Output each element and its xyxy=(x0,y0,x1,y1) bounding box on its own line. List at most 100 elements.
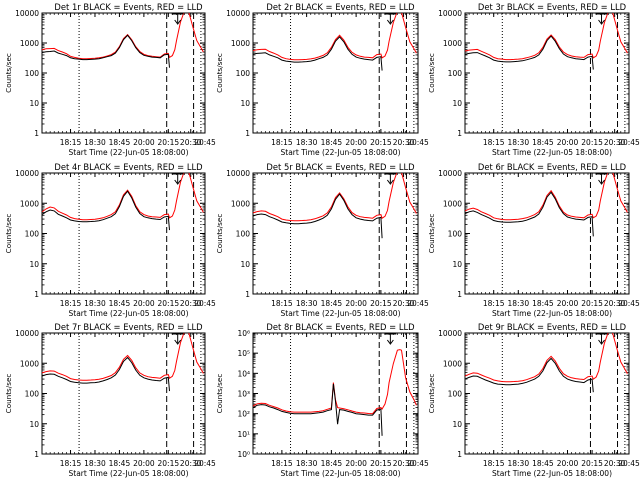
y-tick-label: 10³ xyxy=(237,390,250,399)
series-events-line xyxy=(465,191,594,237)
y-tick-label: 10⁶ xyxy=(237,329,250,338)
series-events-line xyxy=(465,35,594,70)
arrow-head xyxy=(174,179,182,185)
x-axis-label: Start Time (22-Jun-05 18:08:00) xyxy=(281,309,401,318)
y-tick-label: 100 xyxy=(448,230,463,239)
detector-panel-2: Det 2r BLACK = Events, RED = LLD 1 10 100 10… xyxy=(215,2,429,157)
x-tick-label: 20:45 xyxy=(194,459,216,468)
x-tick-label: 20:15 xyxy=(581,459,603,468)
detector-panel-7: Det 7r BLACK = Events, RED = LLD 1 10 100 10… xyxy=(4,322,216,478)
y-tick-label: 1 xyxy=(245,129,250,138)
y-axis-label: Counts/sec xyxy=(4,53,13,93)
detector-panel-9: Det 9r BLACK = Events, RED = LLD 1 10 100 10… xyxy=(427,322,640,478)
y-tick-label: 10000 xyxy=(15,329,39,338)
y-axis: 1 10 100 1000 10000 xyxy=(15,329,205,459)
panel-title: Det 1r BLACK = Events, RED = LLD xyxy=(54,2,202,12)
y-tick-label: 1 xyxy=(34,129,39,138)
y-tick-label: 100 xyxy=(448,390,463,399)
x-tick-label: 18:45 xyxy=(532,459,554,468)
x-tick-label: 20:45 xyxy=(407,299,429,308)
y-tick-label: 10000 xyxy=(438,9,462,18)
x-tick-label: 20:00 xyxy=(345,138,367,147)
x-tick-label: 20:30 xyxy=(604,299,626,308)
x-tick-label: 20:45 xyxy=(407,138,429,147)
x-tick-label: 18:30 xyxy=(296,138,318,147)
x-tick-label: 20:00 xyxy=(133,459,155,468)
x-tick-label: 20:15 xyxy=(370,138,392,147)
y-tick-label: 1000 xyxy=(20,359,39,368)
panel-title: Det 3r BLACK = Events, RED = LLD xyxy=(478,2,626,12)
plot-frame xyxy=(464,332,630,455)
y-tick-label: 100 xyxy=(25,390,40,399)
y-axis: 1 10 100 1000 10000 xyxy=(438,329,629,459)
y-axis-label: Counts/sec xyxy=(427,53,436,93)
saa-arrow-marker xyxy=(384,173,397,185)
y-tick-label: 1000 xyxy=(20,199,39,208)
x-tick-label: 18:30 xyxy=(507,459,529,468)
y-axis: 1 10 100 1000 10000 xyxy=(226,9,418,138)
plot-frame xyxy=(252,332,419,455)
saa-arrow-marker xyxy=(595,173,608,185)
y-tick-label: 1000 xyxy=(231,199,250,208)
y-tick-label: 10⁰ xyxy=(237,450,250,459)
x-tick-label: 18:15 xyxy=(60,299,82,308)
series-lld-line xyxy=(42,173,204,221)
x-tick-label: 20:45 xyxy=(618,138,640,147)
x-tick-label: 20:45 xyxy=(194,299,216,308)
detector-panel-5: Det 5r BLACK = Events, RED = LLD 1 10 100 10… xyxy=(215,162,429,318)
y-tick-label: 100 xyxy=(236,230,251,239)
saa-arrow-marker xyxy=(384,333,397,345)
y-axis: 1 10 100 1000 10000 xyxy=(438,9,629,138)
detector-panel-6: Det 6r BLACK = Events, RED = LLD 1 10 100 10… xyxy=(427,162,640,318)
y-axis-label: Counts/sec xyxy=(4,374,13,414)
x-tick-label: 18:15 xyxy=(483,299,505,308)
y-tick-label: 10 xyxy=(29,420,39,429)
y-tick-label: 100 xyxy=(448,69,463,78)
x-tick-label: 18:15 xyxy=(271,459,293,468)
x-tick-label: 20:15 xyxy=(370,459,392,468)
x-tick-label: 20:00 xyxy=(557,138,579,147)
x-tick-label: 20:30 xyxy=(180,299,202,308)
series-lld-line xyxy=(42,13,204,60)
y-tick-label: 1000 xyxy=(443,199,462,208)
y-tick-label: 100 xyxy=(236,69,251,78)
series-events-line xyxy=(42,190,170,231)
y-tick-label: 100 xyxy=(25,69,40,78)
y-tick-label: 10 xyxy=(452,420,462,429)
x-tick-label: 18:30 xyxy=(296,299,318,308)
saa-arrow-marker xyxy=(595,333,608,345)
arrow-head xyxy=(386,339,394,345)
x-tick-label: 20:30 xyxy=(393,299,415,308)
y-tick-label: 1000 xyxy=(443,39,462,48)
series-lld-line xyxy=(465,173,628,221)
y-axis-label: Counts/sec xyxy=(215,214,224,254)
x-axis-label: Start Time (22-Jun-05 18:08:00) xyxy=(69,309,189,318)
y-axis-label: Counts/sec xyxy=(215,374,224,414)
x-tick-label: 20:00 xyxy=(557,459,579,468)
saa-arrow-marker xyxy=(384,13,397,25)
x-tick-label: 18:15 xyxy=(271,299,293,308)
y-tick-label: 1 xyxy=(457,450,462,459)
panel-title: Det 2r BLACK = Events, RED = LLD xyxy=(266,2,414,12)
x-axis-label: Start Time (22-Jun-05 18:08:00) xyxy=(281,148,401,157)
x-tick-label: 20:30 xyxy=(180,138,202,147)
y-tick-label: 10000 xyxy=(15,169,39,178)
y-tick-label: 10 xyxy=(29,99,39,108)
series-events-line xyxy=(42,34,170,68)
x-tick-label: 20:00 xyxy=(345,459,367,468)
y-tick-label: 10000 xyxy=(438,169,462,178)
x-tick-label: 18:15 xyxy=(60,138,82,147)
x-tick-label: 20:00 xyxy=(345,299,367,308)
x-tick-label: 20:30 xyxy=(393,459,415,468)
y-tick-label: 10000 xyxy=(15,9,39,18)
x-tick-label: 20:15 xyxy=(581,138,603,147)
x-tick-label: 18:30 xyxy=(84,138,106,147)
x-tick-label: 20:30 xyxy=(604,138,626,147)
x-tick-label: 20:15 xyxy=(158,459,180,468)
panel-title: Det 9r BLACK = Events, RED = LLD xyxy=(478,322,626,332)
x-axis-label: Start Time (22-Jun-05 18:08:00) xyxy=(492,148,612,157)
y-axis-label: Counts/sec xyxy=(4,214,13,254)
